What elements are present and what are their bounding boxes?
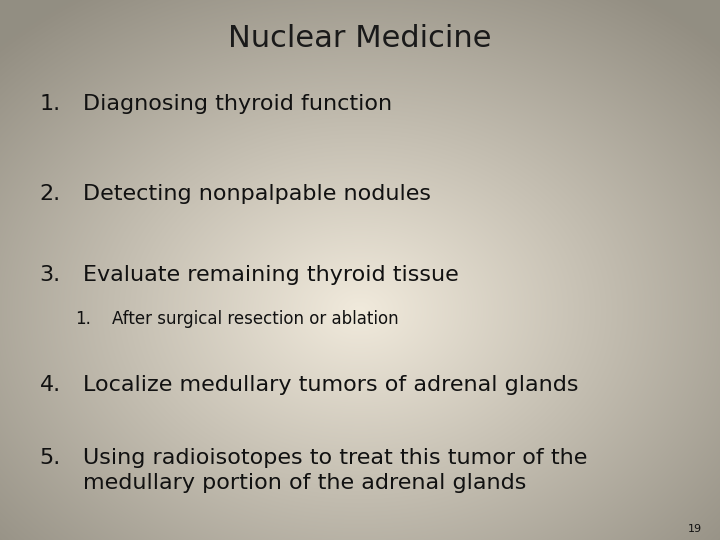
Text: After surgical resection or ablation: After surgical resection or ablation [112, 310, 398, 328]
Text: Using radioisotopes to treat this tumor of the
medullary portion of the adrenal : Using radioisotopes to treat this tumor … [83, 448, 588, 493]
Text: Detecting nonpalpable nodules: Detecting nonpalpable nodules [83, 184, 431, 204]
Text: 2.: 2. [40, 184, 60, 204]
Text: 4.: 4. [40, 375, 60, 395]
Text: Evaluate remaining thyroid tissue: Evaluate remaining thyroid tissue [83, 265, 459, 285]
Text: 5.: 5. [40, 448, 61, 468]
Text: 3.: 3. [40, 265, 60, 285]
Text: 19: 19 [688, 523, 702, 534]
Text: Localize medullary tumors of adrenal glands: Localize medullary tumors of adrenal gla… [83, 375, 578, 395]
Text: 1.: 1. [40, 94, 60, 114]
Text: Diagnosing thyroid function: Diagnosing thyroid function [83, 94, 392, 114]
Text: Nuclear Medicine: Nuclear Medicine [228, 24, 492, 53]
Text: 1.: 1. [76, 310, 91, 328]
